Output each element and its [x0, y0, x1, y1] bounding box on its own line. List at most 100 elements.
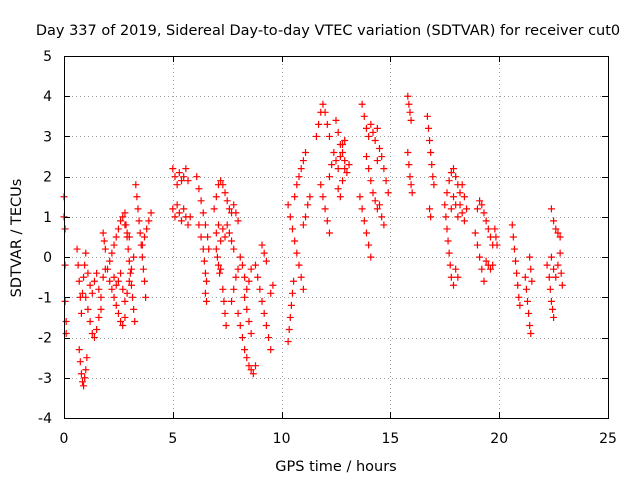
x-tick-label: 0: [60, 431, 69, 447]
data-point: [356, 193, 364, 201]
data-point: [130, 305, 138, 313]
data-point: [245, 362, 253, 370]
data-point: [90, 277, 98, 285]
data-point: [238, 261, 246, 269]
data-point: [285, 326, 293, 334]
data-point: [489, 261, 497, 269]
data-point: [334, 185, 342, 193]
data-point: [114, 309, 122, 317]
data-point: [336, 153, 344, 161]
data-point: [441, 201, 449, 209]
data-point: [243, 285, 251, 293]
data-point: [358, 100, 366, 108]
data-point: [299, 285, 307, 293]
data-point: [334, 165, 342, 173]
data-point: [478, 201, 486, 209]
data-point: [125, 277, 133, 285]
plot-frame: [64, 56, 609, 419]
data-point: [108, 249, 116, 257]
data-point: [61, 225, 69, 233]
data-point: [61, 261, 69, 269]
data-point: [81, 374, 89, 382]
data-point: [362, 229, 370, 237]
data-point: [222, 321, 230, 329]
data-point: [217, 265, 225, 273]
data-point: [204, 233, 212, 241]
data-point: [223, 197, 231, 205]
data-point: [197, 233, 205, 241]
data-point: [306, 193, 314, 201]
data-point: [119, 213, 127, 221]
data-point: [405, 100, 413, 108]
data-point: [178, 217, 186, 225]
data-point: [319, 100, 327, 108]
data-point: [247, 366, 255, 374]
data-point: [526, 321, 534, 329]
data-point: [445, 249, 453, 257]
data-point: [97, 305, 105, 313]
data-point: [230, 201, 238, 209]
data-point: [328, 161, 336, 169]
data-point: [406, 173, 414, 181]
data-point: [143, 225, 151, 233]
data-point: [210, 205, 218, 213]
data-point: [550, 265, 558, 273]
data-point: [216, 269, 224, 277]
data-point: [228, 237, 236, 245]
data-point: [245, 317, 253, 325]
data-point: [93, 326, 101, 334]
data-point: [262, 257, 270, 265]
data-point: [558, 281, 566, 289]
data-point: [334, 128, 342, 136]
data-point: [515, 293, 523, 301]
data-point: [134, 205, 142, 213]
data-point: [482, 217, 490, 225]
data-point: [169, 205, 177, 213]
data-point: [110, 293, 118, 301]
data-point: [93, 269, 101, 277]
data-point: [234, 309, 242, 317]
data-point: [454, 213, 462, 221]
data-point: [365, 132, 373, 140]
data-point: [286, 213, 294, 221]
data-point: [254, 273, 262, 281]
data-point: [186, 213, 194, 221]
data-point: [463, 205, 471, 213]
data-point: [219, 181, 227, 189]
data-point: [62, 330, 70, 338]
data-point: [121, 297, 129, 305]
x-tick-label: 20: [490, 431, 508, 447]
data-point: [343, 169, 351, 177]
data-point: [444, 237, 452, 245]
data-point: [522, 285, 530, 293]
data-point: [260, 249, 268, 257]
data-point: [317, 181, 325, 189]
data-point: [384, 189, 392, 197]
x-tick-label: 5: [168, 431, 177, 447]
data-point: [508, 221, 516, 229]
data-point: [426, 205, 434, 213]
data-point: [124, 245, 132, 253]
y-tick-label: -3: [38, 371, 52, 387]
data-point: [557, 269, 565, 277]
data-point: [545, 273, 553, 281]
data-point: [125, 257, 133, 265]
data-point: [525, 309, 533, 317]
data-point: [295, 173, 303, 181]
data-point: [86, 281, 94, 289]
data-point: [122, 221, 130, 229]
data-point: [315, 120, 323, 128]
data-point: [217, 237, 225, 245]
data-point: [213, 253, 221, 261]
data-point: [214, 221, 222, 229]
data-point: [473, 205, 481, 213]
data-point: [247, 330, 255, 338]
data-point: [201, 269, 209, 277]
data-point: [108, 285, 116, 293]
data-point: [212, 193, 220, 201]
data-point: [480, 277, 488, 285]
data-point: [510, 245, 518, 253]
data-point: [458, 181, 466, 189]
data-point: [230, 245, 238, 253]
data-point: [232, 209, 240, 217]
